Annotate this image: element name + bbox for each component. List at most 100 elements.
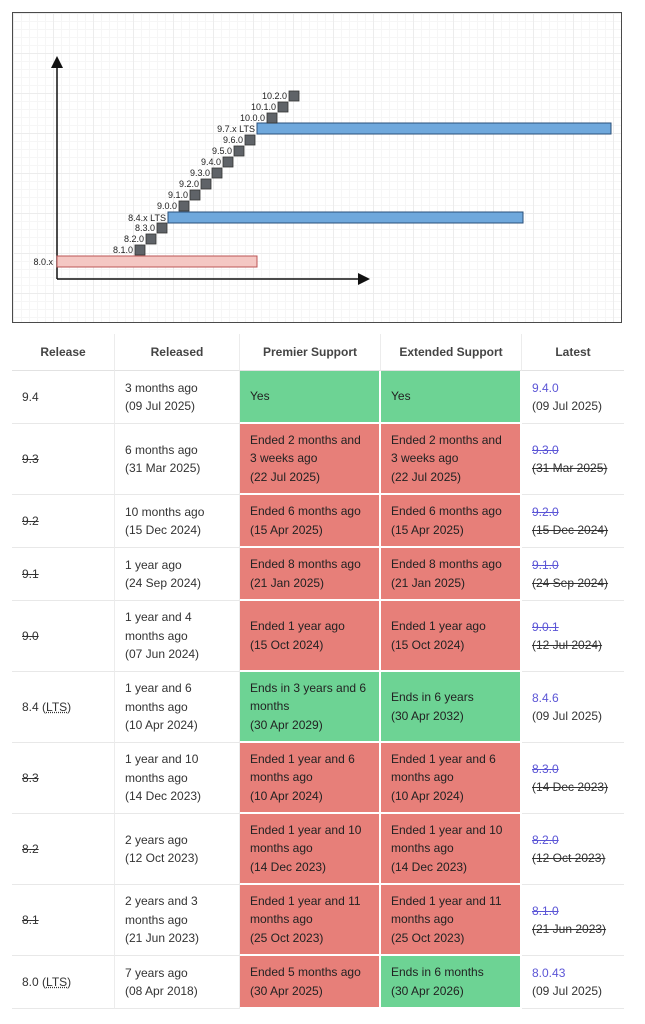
- latest-version-link[interactable]: 9.3.0: [532, 442, 559, 457]
- premier-support-line: (14 Dec 2023): [250, 859, 327, 874]
- table-row: 8.2 2 years ago (12 Oct 2023) Ended 1 year …: [12, 814, 624, 885]
- cell-extended-support: Ended 2 months and 3 weeks ago (22 Jul 202…: [381, 424, 522, 495]
- latest-date: (21 Jun 2023): [532, 922, 607, 936]
- cell-premier-support: Ended 6 months ago (15 Apr 2025): [240, 495, 381, 548]
- cell-released: 10 months ago (15 Dec 2024): [115, 495, 240, 548]
- cell-latest: 9.1.0 (24 Sep 2024): [522, 548, 624, 601]
- cell-extended-support: Ends in 6 months (30 Apr 2026): [381, 956, 522, 1009]
- released-line: (14 Dec 2023): [125, 789, 202, 804]
- extended-support-line: Ended 1 year and 10: [391, 822, 503, 837]
- latest-version-link[interactable]: 9.2.0: [532, 504, 559, 519]
- released-line: (12 Oct 2023): [125, 851, 199, 865]
- cell-released: 3 months ago (09 Jul 2025): [115, 371, 240, 424]
- extended-support-line: Ended 1 year ago: [391, 619, 486, 633]
- release-version: 9.3: [22, 451, 39, 466]
- latest-version-link[interactable]: 8.0.43: [532, 965, 566, 980]
- label-9-6-0: 9.6.0: [223, 135, 243, 145]
- latest-date: (15 Dec 2024): [532, 523, 609, 537]
- released-line: 7 years ago: [125, 965, 188, 980]
- label-10-2-0: 10.2.0: [262, 91, 287, 101]
- step-9-0-0: [178, 200, 190, 212]
- table-row: 9.1 1 year ago (24 Sep 2024) Ended 8 months…: [12, 548, 624, 601]
- premier-support-line: 3 weeks ago: [250, 451, 318, 466]
- cell-release: 9.0: [12, 601, 115, 672]
- release-version: 8.4: [22, 699, 39, 714]
- label-10-1-0: 10.1.0: [251, 102, 276, 112]
- latest-version-link[interactable]: 8.3.0: [532, 761, 559, 776]
- cell-released: 6 months ago (31 Mar 2025): [115, 424, 240, 495]
- premier-support-line: Ended 8 months ago: [250, 557, 361, 571]
- released-line: 1 year and 10: [125, 752, 199, 767]
- released-line: 10 months ago: [125, 504, 205, 519]
- table-row: 9.2 10 months ago (15 Dec 2024) Ended 6 mon…: [12, 495, 624, 548]
- cell-premier-support: Ended 2 months and 3 weeks ago (22 Jul 202…: [240, 424, 381, 495]
- cell-latest: 9.0.1 (12 Jul 2024): [522, 601, 624, 672]
- label-8-1-0: 8.1.0: [113, 245, 133, 255]
- cell-release: 9.3: [12, 424, 115, 495]
- latest-version-link[interactable]: 8.4.6: [532, 690, 559, 705]
- extended-support-line: Ends in 6 months: [391, 965, 484, 979]
- extended-support-line: months ago: [391, 912, 454, 927]
- table-row: 9.4 3 months ago (09 Jul 2025) Yes Yes 9.4.0 (…: [12, 371, 624, 424]
- latest-date: (24 Sep 2024): [532, 576, 609, 590]
- step-9-5-0: [233, 145, 245, 157]
- cell-latest: 8.3.0 (14 Dec 2023): [522, 743, 624, 814]
- released-line: 3 months ago: [125, 380, 198, 395]
- cell-premier-support: Ended 8 months ago (21 Jan 2025): [240, 548, 381, 601]
- latest-date: (09 Jul 2025): [532, 984, 603, 998]
- label-8-2-0: 8.2.0: [124, 234, 144, 244]
- cell-latest: 8.0.43 (09 Jul 2025): [522, 956, 624, 1009]
- label-8-3-0: 8.3.0: [135, 223, 155, 233]
- premier-support-line: Ended 1 year and 6: [250, 751, 355, 766]
- step-markers: [134, 90, 300, 256]
- released-line: (21 Jun 2023): [125, 931, 200, 946]
- step-9-2-0: [200, 178, 212, 190]
- latest-version-link[interactable]: 9.0.1: [532, 619, 559, 634]
- premier-support-line: months ago: [250, 770, 313, 785]
- cell-latest: 8.1.0 (21 Jun 2023): [522, 885, 624, 956]
- bar-8-0-x: [56, 255, 258, 268]
- timeline-svg: 10.2.0 10.1.0 10.0.0 9.7.x LTS 9.6.0 9.5…: [33, 56, 612, 285]
- extended-support-line: (30 Apr 2032): [391, 708, 464, 723]
- released-line: 1 year and 6: [125, 681, 192, 696]
- label-8-0-x: 8.0.x: [33, 257, 53, 267]
- latest-date: (09 Jul 2025): [532, 709, 603, 723]
- premier-support-line: Yes: [250, 389, 270, 404]
- cell-premier-support: Ended 1 year and 6 months ago (10 Apr 2024…: [240, 743, 381, 814]
- header-extended-support: Extended Support: [381, 334, 522, 371]
- step-9-3-0: [211, 167, 223, 179]
- label-10-0-0: 10.0.0: [240, 113, 265, 123]
- header-latest: Latest: [522, 334, 624, 371]
- bar-8-4-x-lts: [167, 211, 524, 224]
- cell-release: 9.4: [12, 371, 115, 424]
- cell-latest: 8.4.6 (09 Jul 2025): [522, 672, 624, 743]
- step-8-3-0: [156, 222, 168, 234]
- table-header-row: Release Released Premier Support Extende…: [12, 334, 624, 371]
- latest-version-link[interactable]: 9.4.0: [532, 380, 559, 395]
- latest-version-link[interactable]: 8.1.0: [532, 903, 559, 918]
- premier-support-line: (22 Jul 2025): [250, 469, 321, 484]
- cell-released: 1 year and 6 months ago (10 Apr 2024): [115, 672, 240, 743]
- latest-version-link[interactable]: 9.1.0: [532, 557, 559, 572]
- released-line: 1 year and 4: [125, 610, 192, 625]
- table-row: 8.0 (LTS) 7 years ago (08 Apr 2018) Ended 5…: [12, 956, 624, 1009]
- released-line: 6 months ago: [125, 442, 198, 457]
- extended-support-line: (10 Apr 2024): [391, 788, 464, 803]
- released-line: (08 Apr 2018): [125, 984, 198, 998]
- extended-support-line: (15 Apr 2025): [391, 522, 464, 537]
- step-9-1-0: [189, 189, 201, 201]
- cell-extended-support: Ends in 6 years (30 Apr 2032): [381, 672, 522, 743]
- latest-version-link[interactable]: 8.2.0: [532, 832, 559, 847]
- premier-support-line: Ended 2 months and: [250, 432, 361, 447]
- release-version: 9.4: [22, 389, 39, 404]
- premier-support-line: (10 Apr 2024): [250, 788, 323, 803]
- header-premier-support: Premier Support: [240, 334, 381, 371]
- cell-released: 2 years and 3 months ago (21 Jun 2023): [115, 885, 240, 956]
- extended-support-line: (30 Apr 2026): [391, 983, 464, 998]
- cell-release: 8.1: [12, 885, 115, 956]
- premier-support-line: Ended 6 months ago: [250, 504, 361, 518]
- premier-support-line: months ago: [250, 912, 313, 927]
- cell-extended-support: Ended 8 months ago (21 Jan 2025): [381, 548, 522, 601]
- cell-extended-support: Yes: [381, 371, 522, 424]
- release-version: 9.0: [22, 628, 39, 643]
